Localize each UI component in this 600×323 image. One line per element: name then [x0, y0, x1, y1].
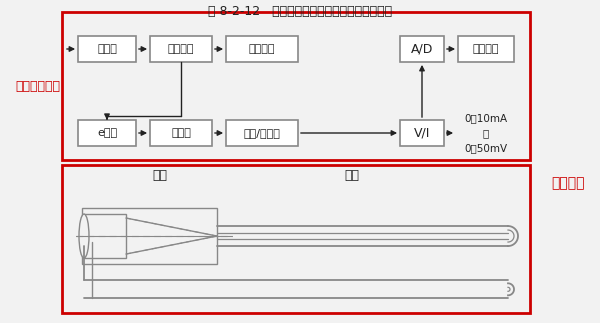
Text: 数字显示: 数字显示 — [473, 44, 499, 54]
Text: 探测器: 探测器 — [97, 44, 117, 54]
Text: 光缆: 光缆 — [344, 169, 359, 182]
Bar — [62, 12, 530, 160]
Text: 0～10mA
或
0～50mV: 0～10mA 或 0～50mV — [464, 113, 508, 153]
Text: 线性化: 线性化 — [171, 128, 191, 138]
Bar — [458, 36, 514, 62]
Text: 前置放大: 前置放大 — [168, 44, 194, 54]
Text: 信号处理系统: 信号处理系统 — [15, 79, 60, 92]
Text: V/I: V/I — [414, 127, 430, 140]
Bar — [226, 120, 298, 146]
Text: 峰值/瞬时值: 峰值/瞬时值 — [244, 128, 280, 138]
Bar — [78, 120, 136, 146]
Text: 图 8-2-12   单波长光纤辐射温度传感器组成框图: 图 8-2-12 单波长光纤辐射温度传感器组成框图 — [208, 5, 392, 17]
Bar — [150, 120, 212, 146]
Text: A/D: A/D — [411, 43, 433, 56]
Text: e校正: e校正 — [97, 128, 117, 138]
Bar — [78, 36, 136, 62]
Bar — [400, 36, 444, 62]
Bar — [84, 214, 126, 258]
Text: 探头: 探头 — [152, 169, 167, 182]
Bar — [400, 120, 444, 146]
Ellipse shape — [79, 214, 89, 258]
Bar — [62, 165, 530, 313]
Text: 光路系统: 光路系统 — [551, 176, 585, 190]
Bar — [226, 36, 298, 62]
Bar — [150, 36, 212, 62]
Text: 恒温控制: 恒温控制 — [249, 44, 275, 54]
Bar — [82, 208, 217, 264]
